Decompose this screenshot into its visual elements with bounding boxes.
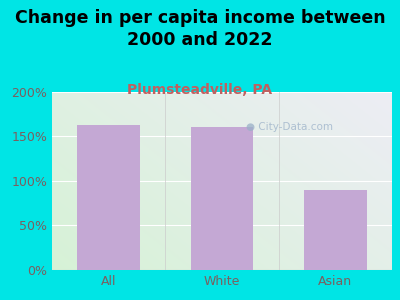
Text: ● City-Data.com: ● City-Data.com — [246, 122, 334, 132]
Text: Plumsteadville, PA: Plumsteadville, PA — [128, 82, 272, 97]
Bar — [78, 124, 140, 270]
Text: Change in per capita income between
2000 and 2022: Change in per capita income between 2000… — [15, 9, 385, 49]
Bar — [191, 127, 253, 270]
Bar — [304, 190, 366, 270]
